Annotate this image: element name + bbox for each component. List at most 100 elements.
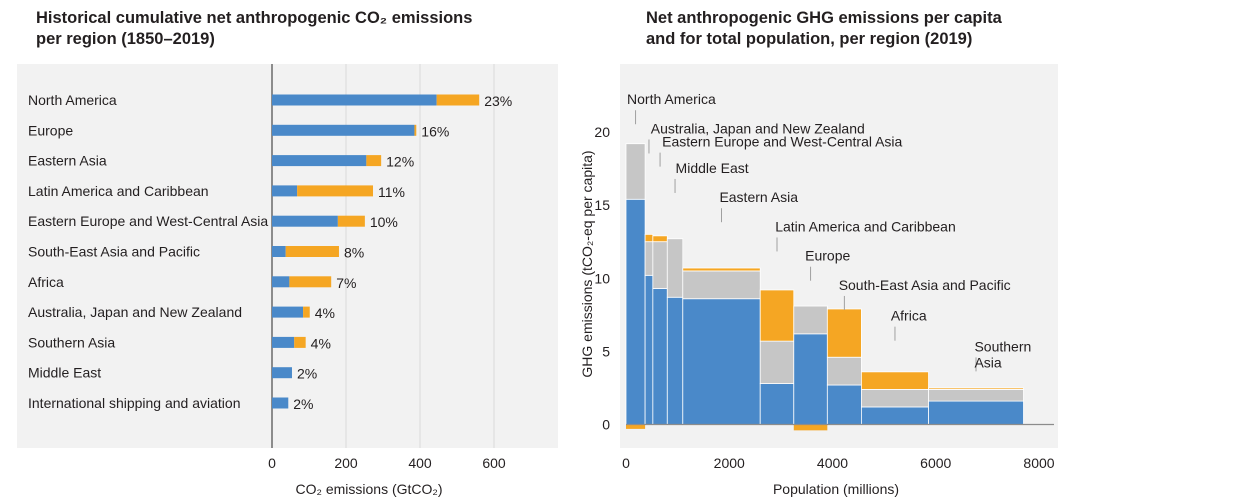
left-x-tick-label: 0 xyxy=(268,455,276,471)
left-chart-title: Historical cumulative net anthropogenic … xyxy=(36,8,506,50)
right-bar-blue xyxy=(793,333,828,425)
right-bar-orange xyxy=(861,371,929,390)
left-bar-orange xyxy=(294,336,306,348)
right-bar-orange xyxy=(928,387,1024,390)
left-bar-orange xyxy=(366,155,382,167)
left-category-label: South-East Asia and Pacific xyxy=(28,244,200,260)
left-bar-blue xyxy=(272,336,295,348)
right-x-tick-label: 6000 xyxy=(920,455,951,471)
left-category-label: Eastern Asia xyxy=(28,153,107,169)
right-annotation-label: Middle East xyxy=(676,160,749,176)
right-annotation-label: Australia, Japan and New Zealand xyxy=(651,120,865,136)
right-chart-title: Net anthropogenic GHG emissions per capi… xyxy=(646,8,1046,50)
right-bar-grey xyxy=(652,241,668,289)
right-title-line-2: and for total population, per region (20… xyxy=(646,30,973,48)
left-bar-orange xyxy=(414,124,417,136)
right-bar-grey xyxy=(861,388,929,408)
left-data-label: 2% xyxy=(297,366,317,382)
right-y-axis-label: GHG emissions (tCO₂-eq per capita) xyxy=(579,150,595,377)
right-annotation-label: North America xyxy=(627,91,716,107)
right-y-tick-label: 0 xyxy=(602,417,610,433)
left-data-label: 7% xyxy=(336,275,356,291)
left-category-label: Southern Asia xyxy=(28,334,115,350)
left-bar-blue xyxy=(272,397,289,409)
right-y-tick-label: 20 xyxy=(594,124,610,140)
right-annotation-label: Asia xyxy=(974,354,1001,370)
right-bar-blue xyxy=(826,384,862,425)
left-data-label: 4% xyxy=(311,335,331,351)
left-data-label: 16% xyxy=(421,123,449,139)
left-category-label: Europe xyxy=(28,122,73,138)
right-annotation-label: Europe xyxy=(805,248,850,264)
left-bar-orange xyxy=(303,306,310,318)
right-bar-grey xyxy=(928,388,1024,402)
right-bar-grey xyxy=(666,238,684,298)
left-category-label: Africa xyxy=(28,274,64,290)
right-y-tick-label: 15 xyxy=(594,197,610,213)
right-bar-orange xyxy=(826,308,862,358)
right-bar-blue xyxy=(666,296,684,425)
right-x-axis-label: Population (millions) xyxy=(773,481,899,497)
right-annotation-label: South-East Asia and Pacific xyxy=(839,277,1011,293)
left-title-line-1: Historical cumulative net anthropogenic … xyxy=(36,9,473,27)
right-bar-orange-negative xyxy=(793,424,828,431)
left-x-tick-label: 400 xyxy=(408,455,432,471)
left-title-line-2: per region (1850–2019) xyxy=(36,30,215,48)
right-bar-blue xyxy=(652,288,668,425)
right-bar-grey xyxy=(644,241,654,276)
right-y-tick-label: 10 xyxy=(594,270,610,286)
left-category-label: North America xyxy=(28,92,117,108)
right-x-tick-label: 0 xyxy=(622,455,630,471)
right-bar-blue xyxy=(759,383,795,425)
right-bar-orange xyxy=(644,233,654,243)
right-bar-grey xyxy=(793,305,828,335)
left-bar-blue xyxy=(272,276,290,288)
left-x-tick-label: 200 xyxy=(334,455,358,471)
right-bar-orange xyxy=(682,267,761,272)
right-bar-grey xyxy=(682,270,761,300)
left-x-axis-label: CO₂ emissions (GtCO₂) xyxy=(296,481,443,497)
left-category-label: Eastern Europe and West-Central Asia xyxy=(28,213,268,229)
left-bar-orange xyxy=(297,185,374,197)
right-bar-blue xyxy=(928,400,1024,425)
left-category-label: Australia, Japan and New Zealand xyxy=(28,304,242,320)
left-bar-orange xyxy=(289,276,332,288)
left-data-label: 23% xyxy=(484,93,512,109)
left-bar-blue xyxy=(272,246,286,257)
right-bar-blue xyxy=(625,198,646,425)
left-bar-blue xyxy=(272,306,304,318)
left-category-label: Middle East xyxy=(28,365,101,381)
left-data-label: 2% xyxy=(293,396,313,412)
left-category-label: International shipping and aviation xyxy=(28,395,241,411)
left-bar-blue xyxy=(272,185,298,197)
left-x-tick-label: 600 xyxy=(482,455,506,471)
right-bar-orange xyxy=(759,289,795,342)
left-data-label: 11% xyxy=(378,184,405,200)
right-annotation-label: Southern xyxy=(974,338,1031,354)
right-bar-grey xyxy=(759,340,795,384)
left-data-label: 12% xyxy=(386,154,414,170)
right-bar-blue xyxy=(861,406,929,425)
left-category-label: Latin America and Caribbean xyxy=(28,183,209,199)
left-bar-orange xyxy=(436,94,480,106)
left-data-label: 4% xyxy=(315,305,335,321)
left-bar-orange xyxy=(285,246,339,257)
right-x-tick-label: 2000 xyxy=(714,455,745,471)
right-x-tick-label: 4000 xyxy=(817,455,848,471)
right-title-line-1: Net anthropogenic GHG emissions per capi… xyxy=(646,9,1002,27)
right-annotation-label: Eastern Europe and West-Central Asia xyxy=(662,134,902,150)
left-data-label: 10% xyxy=(370,214,398,230)
right-x-tick-label: 8000 xyxy=(1023,455,1054,471)
left-bar-blue xyxy=(272,215,338,227)
right-annotation-label: Eastern Asia xyxy=(719,189,798,205)
left-bar-blue xyxy=(272,94,437,106)
left-bar-blue xyxy=(272,124,415,136)
right-annotation-label: Africa xyxy=(891,308,927,324)
left-bar-blue xyxy=(272,367,292,379)
right-bar-orange xyxy=(652,235,668,243)
right-bar-orange-negative xyxy=(626,424,646,429)
left-bar-orange xyxy=(337,215,365,227)
right-bar-blue xyxy=(682,298,761,425)
